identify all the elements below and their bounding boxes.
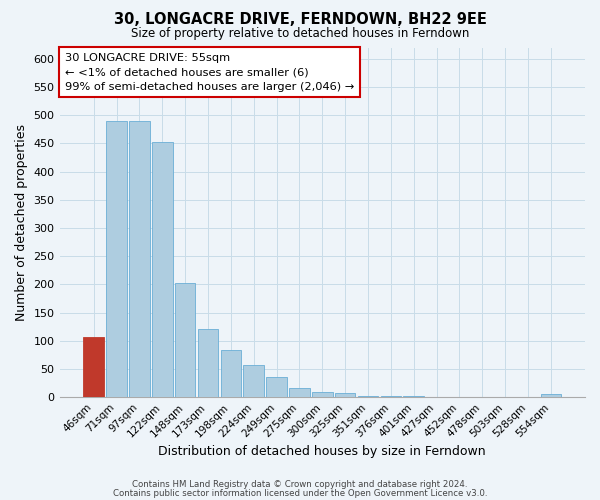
Bar — [426, 396, 447, 397]
Bar — [541, 394, 561, 397]
Y-axis label: Number of detached properties: Number of detached properties — [15, 124, 28, 321]
X-axis label: Distribution of detached houses by size in Ferndown: Distribution of detached houses by size … — [158, 444, 486, 458]
Bar — [380, 396, 401, 397]
Bar — [106, 121, 127, 397]
Bar — [244, 365, 264, 397]
Bar — [266, 377, 287, 397]
Text: Contains HM Land Registry data © Crown copyright and database right 2024.: Contains HM Land Registry data © Crown c… — [132, 480, 468, 489]
Bar — [221, 350, 241, 397]
Bar — [175, 284, 196, 397]
Bar — [83, 338, 104, 397]
Bar — [289, 388, 310, 397]
Bar — [335, 392, 355, 397]
Text: Size of property relative to detached houses in Ferndown: Size of property relative to detached ho… — [131, 28, 469, 40]
Bar — [312, 392, 332, 397]
Bar — [152, 142, 173, 397]
Text: Contains public sector information licensed under the Open Government Licence v3: Contains public sector information licen… — [113, 488, 487, 498]
Bar — [403, 396, 424, 397]
Text: 30 LONGACRE DRIVE: 55sqm
← <1% of detached houses are smaller (6)
99% of semi-de: 30 LONGACRE DRIVE: 55sqm ← <1% of detach… — [65, 52, 354, 92]
Bar — [129, 121, 150, 397]
Text: 30, LONGACRE DRIVE, FERNDOWN, BH22 9EE: 30, LONGACRE DRIVE, FERNDOWN, BH22 9EE — [113, 12, 487, 28]
Bar — [198, 329, 218, 397]
Bar — [358, 396, 378, 397]
